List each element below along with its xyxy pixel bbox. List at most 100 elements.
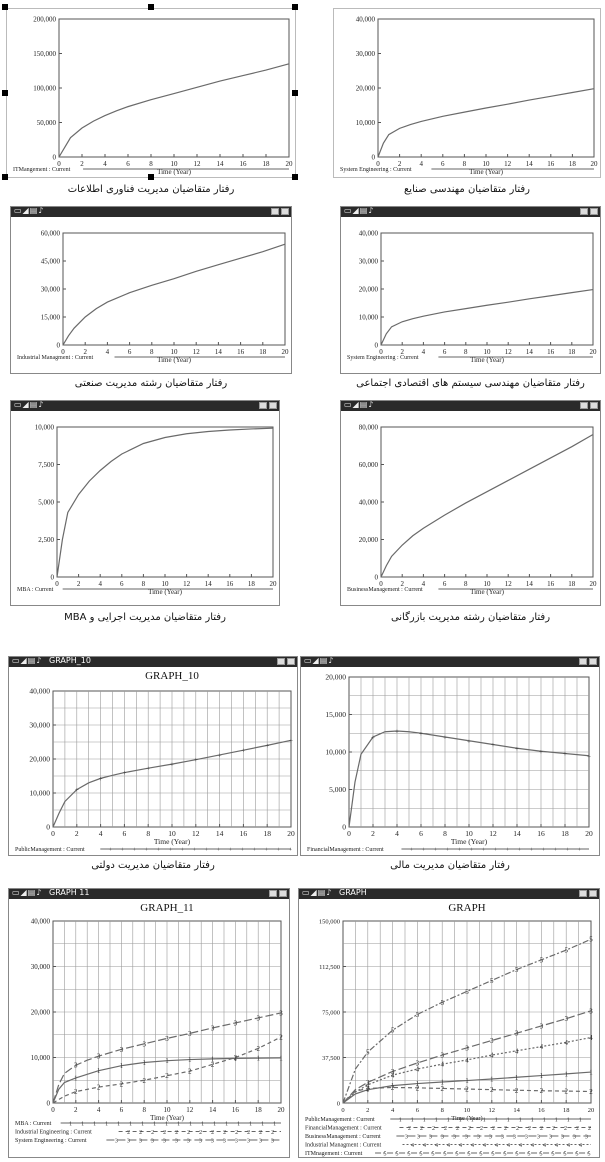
x-tick-label: 8 [142, 1106, 146, 1114]
series-marker: 1 [465, 1077, 469, 1085]
minimize-button[interactable] [579, 658, 587, 665]
chart-panel-graph: ▭◢▤♪ GRAPH GRAPH 0 2 4 6 8 10 12 14 16 18 20 0 37,500… [298, 888, 600, 1158]
legend-marker: 4 [519, 1143, 522, 1149]
selection-handle[interactable] [2, 90, 8, 96]
close-button[interactable] [590, 402, 598, 409]
y-tick-label: 40,000 [31, 918, 51, 926]
x-tick-label: 2 [371, 829, 375, 838]
window-titlebar[interactable]: ▭◢▤♪ [11, 206, 291, 217]
x-tick-label: 12 [489, 829, 497, 838]
window-titlebar[interactable]: ▭◢▤♪ [11, 400, 279, 411]
legend-marker: 2 [271, 1130, 274, 1136]
legend-marker: 1 [459, 1118, 462, 1124]
window-titlebar[interactable]: ▭◢▤♪ GRAPH [299, 888, 599, 899]
selection-handle[interactable] [292, 4, 298, 10]
legend-marker: 3 [175, 1139, 178, 1145]
legend-marker: 1 [483, 1118, 486, 1124]
selection-handle[interactable] [292, 174, 298, 180]
window-titlebar[interactable]: ▭◢▤♪ GRAPH_10 [9, 656, 297, 667]
series-marker: + [75, 786, 79, 794]
selection-handle[interactable] [2, 4, 8, 10]
y-tick-label: 150,000 [319, 919, 340, 926]
window-toolbar-icons[interactable]: ▭◢▤♪ [302, 888, 333, 897]
minimize-button[interactable] [579, 890, 587, 897]
x-tick-label: 6 [443, 348, 447, 356]
legend-marker: 3 [187, 1139, 190, 1145]
legend-marker: 1 [495, 1118, 498, 1124]
legend-marker: 1 [69, 1122, 72, 1128]
series-marker: + [467, 737, 471, 745]
window-titlebar[interactable]: ▭◢▤♪ [341, 206, 600, 217]
x-tick-label: 2 [80, 160, 84, 168]
y-tick-label: 60,000 [359, 461, 379, 469]
legend-marker: + [554, 848, 558, 854]
selection-handle[interactable] [2, 174, 8, 180]
x-axis-label: Time (Year) [148, 588, 183, 596]
legend-marker: 5 [564, 1152, 567, 1158]
minimize-button[interactable] [580, 402, 588, 409]
x-tick-label: 14 [205, 580, 213, 588]
legend-marker: 2 [588, 1126, 591, 1132]
close-button[interactable] [287, 658, 295, 665]
window-toolbar-icons[interactable]: ▭◢▤♪ [344, 206, 375, 215]
y-tick-label: 0 [375, 574, 379, 582]
close-button[interactable] [589, 658, 597, 665]
close-button[interactable] [589, 890, 597, 897]
minimize-button[interactable] [259, 402, 267, 409]
series-marker: + [241, 747, 245, 755]
window-titlebar[interactable]: ▭◢▤♪ GRAPH 11 [9, 888, 289, 899]
close-button[interactable] [590, 208, 598, 215]
window-toolbar-icons[interactable]: ▭◢▤♪ [14, 206, 45, 215]
window-titlebar[interactable]: ▭◢▤♪ [341, 400, 600, 411]
legend-marker: 3 [127, 1139, 130, 1145]
window-toolbar-icons[interactable]: ▭◢▤♪ [14, 400, 45, 409]
selection-handle[interactable] [292, 90, 298, 96]
legend-marker: 1 [567, 1118, 570, 1124]
x-tick-label: 0 [379, 348, 383, 356]
minimize-button[interactable] [271, 208, 279, 215]
window-toolbar-icons[interactable]: ▭◢▤♪ [344, 400, 375, 409]
y-tick-label: 20,000 [31, 1009, 51, 1017]
x-tick-label: 0 [347, 829, 351, 838]
x-tick-label: 16 [232, 1106, 240, 1114]
selection-handle[interactable] [148, 174, 154, 180]
minimize-button[interactable] [277, 658, 285, 665]
series-marker: 4 [366, 1081, 370, 1089]
window-toolbar-icons[interactable]: ▭◢▤♪ [12, 656, 43, 665]
window-titlebar[interactable]: ▭◢▤♪ [301, 656, 599, 667]
x-tick-label: 18 [561, 829, 569, 838]
series-line [380, 433, 594, 578]
series-marker: + [265, 742, 269, 750]
x-axis-label: Time (Year) [470, 588, 505, 596]
x-tick-label: 2 [366, 1107, 369, 1114]
x-tick-label: 4 [103, 160, 107, 168]
close-button[interactable] [269, 402, 277, 409]
chart-window: 0 2 4 6 8 10 12 14 16 18 20 0 50,000 100,000 150,000 20… [6, 8, 296, 178]
close-button[interactable] [279, 890, 287, 897]
legend-marker: 5 [456, 1152, 459, 1158]
minimize-button[interactable] [269, 890, 277, 897]
legend-marker: 1 [153, 1122, 156, 1128]
legend-label: BusinessManagement : Current [347, 587, 423, 593]
series-marker: 5 [540, 956, 544, 964]
x-tick-label: 14 [215, 348, 223, 356]
y-tick-label: 10,000 [356, 119, 376, 127]
window-toolbar-icons[interactable]: ▭◢▤♪ [304, 656, 335, 665]
y-tick-label: 0 [375, 342, 379, 350]
legend-marker: 1 [519, 1118, 522, 1124]
chart-panel-business-management: ▭◢▤♪ 0 2 4 6 8 10 12 14 16 18 20 0 20,000 40,000 60,00… [340, 400, 601, 628]
close-button[interactable] [281, 208, 289, 215]
legend-label: Industrial Managment : Current [17, 355, 93, 361]
x-tick-label: 6 [126, 160, 130, 168]
series-line [58, 63, 290, 158]
x-tick-label: 0 [51, 829, 55, 838]
chart-window: ▭◢▤♪ GRAPH_10 GRAPH_10 0 2 4 6 8 10 12 14 16 18 20 0… [8, 656, 298, 856]
series-marker: 1 [256, 1055, 260, 1063]
minimize-button[interactable] [580, 208, 588, 215]
selection-handle[interactable] [148, 4, 154, 10]
x-tick-label: 8 [464, 580, 468, 588]
x-tick-label: 6 [123, 829, 127, 838]
window-toolbar-icons[interactable]: ▭◢▤♪ [12, 888, 43, 897]
x-tick-label: 2 [74, 1106, 78, 1114]
x-tick-label: 10 [464, 1107, 471, 1114]
